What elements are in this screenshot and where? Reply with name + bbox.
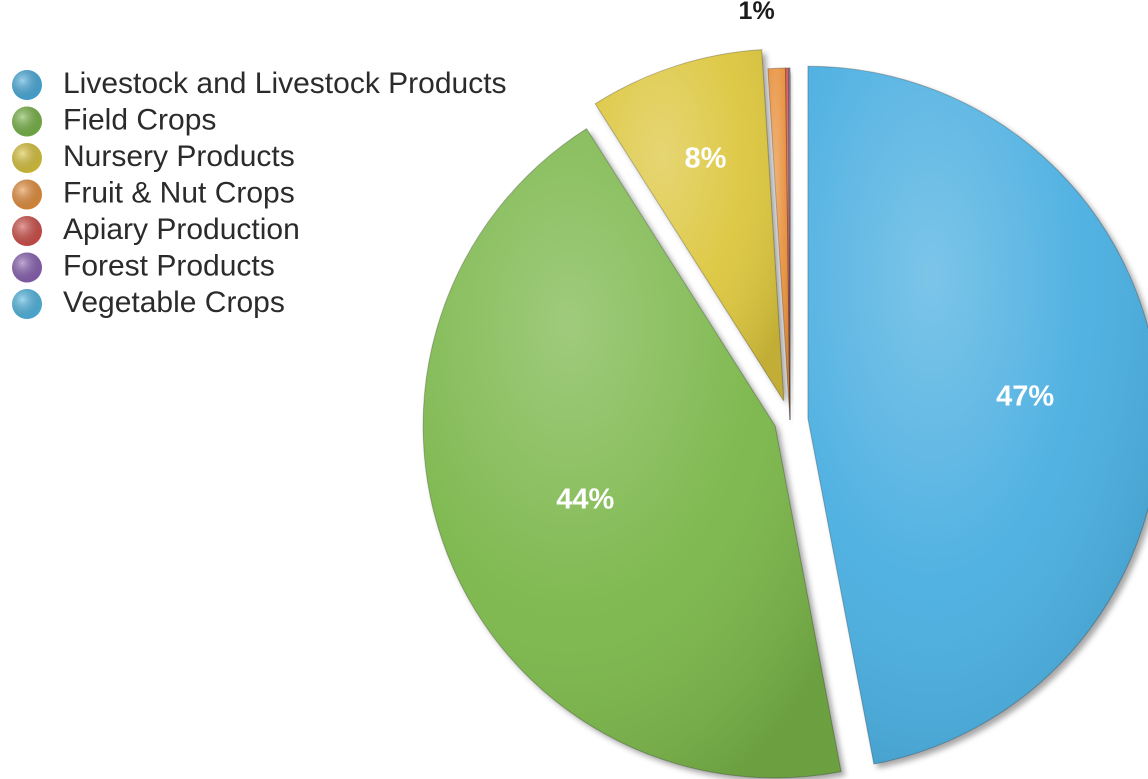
legend-label-vegetable-crops: Vegetable Crops (63, 286, 285, 319)
legend-label-fruit-and-nut-crops: Fruit & Nut Crops (63, 176, 295, 209)
legend-swatch-highlight-forest-products (12, 252, 42, 283)
data-label-fruit-and-nut-crops: 1% (739, 0, 775, 25)
legend-label-nursery-products: Nursery Products (63, 140, 295, 173)
legend-label-forest-products: Forest Products (63, 249, 275, 282)
legend-swatch-highlight-apiary-production (12, 216, 42, 246)
pie-data-labels: 47% 44% 8% 1% (556, 0, 1054, 516)
legend-item-apiary-production: Apiary Production (12, 213, 300, 246)
legend-item-fruit-and-nut-crops: Fruit & Nut Crops (12, 176, 295, 210)
legend-swatch-highlight-field-crops (12, 106, 42, 137)
legend-item-vegetable-crops: Vegetable Crops (12, 286, 285, 319)
legend-item-field-crops: Field Crops (12, 103, 216, 137)
legend-item-nursery-products: Nursery Products (12, 140, 295, 173)
pie-slices (422, 49, 1148, 779)
legend-swatch-highlight-livestock-and-livestock-products (12, 70, 42, 100)
data-label-livestock-and-livestock-products: 47% (996, 380, 1054, 412)
legend-swatch-highlight-nursery-products (12, 143, 42, 173)
pie-slice-livestock-and-livestock-products (807, 65, 1148, 765)
data-label-field-crops: 44% (556, 484, 614, 516)
legend-item-livestock-and-livestock-products: Livestock and Livestock Products (12, 67, 507, 100)
legend-swatch-highlight-vegetable-crops (12, 289, 42, 319)
data-label-nursery-products: 8% (685, 143, 727, 175)
legend-swatch-highlight-fruit-and-nut-crops (12, 179, 42, 210)
legend-item-forest-products: Forest Products (12, 249, 275, 283)
legend-label-field-crops: Field Crops (63, 103, 216, 136)
legend-label-livestock-and-livestock-products: Livestock and Livestock Products (63, 67, 507, 100)
legend-label-apiary-production: Apiary Production (63, 213, 300, 246)
